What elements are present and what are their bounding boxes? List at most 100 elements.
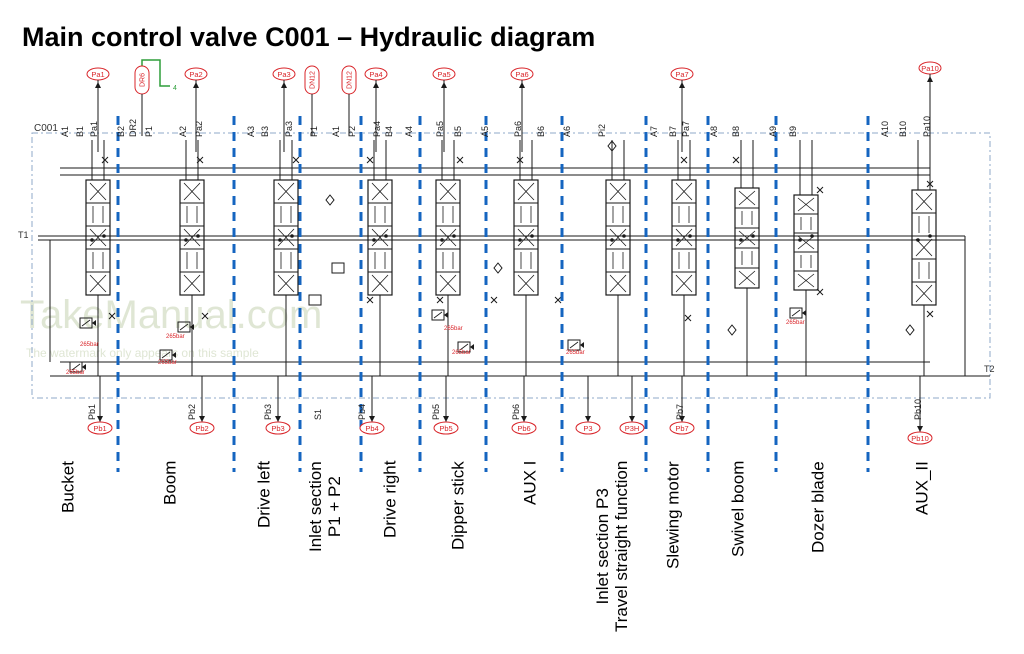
tag-oval [511,421,537,435]
flow-arrow [609,182,627,201]
spool-drive-left [273,140,299,376]
flow-arrow [89,228,107,247]
relief-valve [457,341,474,353]
section-label-line: Boom [160,460,180,505]
flow-arrow [609,228,627,247]
port-label: B9 [788,126,798,137]
throttle-mark [816,186,824,194]
junction-dot [676,238,680,242]
flow-arrow [675,182,693,201]
tag-text: Pb7 [675,424,688,433]
port-label: DR2 [128,119,138,137]
port-tag-bottom: Pb5 [433,376,459,435]
flow-arrow [609,274,627,293]
relief-spring [190,324,194,330]
spool-dipper-stick [435,140,461,376]
throttle-mark [456,156,464,164]
flow-arrow [371,274,389,293]
tag-text: P3 [583,424,592,433]
port-label: B2 [116,126,126,137]
tag-oval [669,421,695,435]
flow-arrow [675,228,693,247]
throttle-mark [680,156,688,164]
port-label: A9 [768,126,778,137]
port-label: Pa5 [435,121,445,137]
tag-arrow [97,416,103,422]
flow-arrow [439,228,457,247]
flow-arrow [439,274,457,293]
port-label: Pb3 [263,404,273,420]
port-label: Pa10 [922,116,932,137]
tag-oval [359,421,385,435]
junction-dot [530,234,534,238]
pressure-label: 265bar [444,326,463,332]
port-label: P1 [309,126,319,137]
port-tag-top: Pa2 [184,67,208,152]
tag-text: DN12 [347,71,354,89]
port-tag-top: Pa3 [272,67,296,152]
port-label: Pb6 [511,404,521,420]
section-label-line: Inlet section P3 [593,488,612,605]
tag-text: DN12 [310,71,317,89]
port-label: Pb1 [87,404,97,420]
flow-arrow [183,274,201,293]
port-label: A1 [60,126,70,137]
tag-arrow [443,416,449,422]
flow-arrow [277,228,295,247]
port-label: A1 [331,126,341,137]
section-label-line: Drive left [254,460,274,528]
port-tag-bottom: Pb4 [359,376,385,435]
port-label: A2 [178,126,188,137]
flow-arrow [277,274,295,293]
tag-arrow [95,82,101,88]
tag-text: Pb5 [439,424,452,433]
relief-arrow [569,341,579,349]
flow-arrow [517,182,535,201]
tag-arrow [275,416,281,422]
relief-valve [177,321,194,333]
junction-dot [290,234,294,238]
port-tag-bottom: Pb10 [907,376,933,445]
section-label: Slewing motor [664,461,683,569]
check-valve [493,262,503,274]
port-label: S1 [313,409,323,420]
check-valve [325,194,335,206]
section-label: Drive left [255,461,274,528]
throttle-mark [108,312,116,320]
throttle-mark [196,156,204,164]
junction-dot [440,238,444,242]
relief-spring [580,342,584,348]
port-tag-top: Pa1 [86,67,110,152]
tag-oval [907,431,933,445]
spool-boom [179,140,205,376]
port-label: A10 [880,121,890,137]
tag-text: DR6 [140,73,147,87]
port-label: Pb4 [357,404,367,420]
relief-spring [802,310,806,316]
junction-dot [688,234,692,238]
port-tag-top: DR6 [134,65,150,136]
junction-dot [810,234,814,238]
tag-arrow [679,416,685,422]
flow-arrow [371,182,389,201]
junction-dot [739,238,743,242]
junction-dot [798,238,802,242]
port-label: B3 [260,126,270,137]
block-label: C001 [34,123,58,134]
port-label: P1 [144,126,154,137]
flow-arrow [797,197,815,212]
port-label: A4 [404,126,414,137]
port-label: A7 [649,126,659,137]
pressure-label: 265bar [786,320,805,326]
relief-arrow [81,319,91,327]
junction-dot [90,238,94,242]
throttle-mark [926,310,934,318]
port-tag-top: DN12 [341,65,357,136]
port-label: Pi2 [597,124,607,137]
port-label: A3 [246,126,256,137]
section-label-line: Slewing motor [663,461,683,569]
port-tag-top: DN12 [304,65,320,136]
junction-dot [751,234,755,238]
section-label-line: Dipper stick [448,461,468,550]
